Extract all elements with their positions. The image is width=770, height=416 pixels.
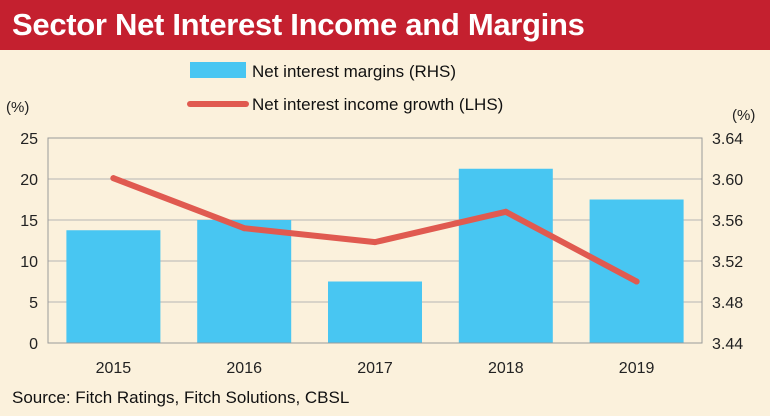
left-axis-unit: (%) (6, 99, 29, 116)
x-tick-label: 2018 (488, 360, 524, 377)
line-point (110, 175, 117, 182)
line-point (502, 208, 509, 215)
x-tick-label: 2015 (96, 360, 132, 377)
legend-swatch-margins (190, 62, 246, 78)
line-series (110, 175, 640, 285)
right-tick-label: 3.44 (712, 336, 743, 353)
line-point (241, 225, 248, 232)
right-axis: 3.44 3.48 3.52 3.56 3.60 3.64 (712, 131, 743, 353)
left-tick-label: 0 (29, 336, 38, 353)
bar (589, 199, 684, 343)
left-tick-label: 25 (20, 131, 38, 148)
right-axis-unit: (%) (732, 107, 755, 124)
right-tick-label: 3.52 (712, 254, 743, 271)
x-tick-label: 2017 (357, 360, 393, 377)
x-tick-label: 2019 (619, 360, 655, 377)
bar (328, 281, 422, 343)
growth-line (110, 175, 640, 285)
right-tick-label: 3.60 (712, 172, 743, 189)
x-tick-label: 2016 (226, 360, 262, 377)
bar-series (66, 168, 684, 343)
chart-title: Sector Net Interest Income and Margins (0, 0, 770, 50)
plot-frame (47, 137, 703, 344)
right-tick-label: 3.64 (712, 131, 743, 148)
bar (66, 230, 161, 343)
chart-area: Net interest margins (RHS) Net interest … (6, 62, 755, 377)
legend-label-margins: Net interest margins (RHS) (252, 62, 456, 81)
right-tick-label: 3.48 (712, 295, 743, 312)
left-axis: 0 5 10 15 20 25 (20, 131, 38, 353)
x-axis: 2015 2016 2017 2018 2019 (96, 360, 655, 377)
left-tick-label: 20 (20, 172, 38, 189)
right-tick-label: 3.56 (712, 213, 743, 230)
bar (458, 168, 553, 343)
legend: Net interest margins (RHS) Net interest … (187, 62, 503, 114)
bar (197, 220, 292, 343)
line-point (372, 239, 378, 246)
left-tick-label: 15 (20, 213, 38, 230)
left-tick-label: 10 (20, 254, 38, 271)
line-point (633, 278, 640, 285)
left-tick-label: 5 (29, 295, 38, 312)
legend-label-growth: Net interest income growth (LHS) (252, 95, 503, 114)
source-note: Source: Fitch Ratings, Fitch Solutions, … (12, 388, 350, 407)
